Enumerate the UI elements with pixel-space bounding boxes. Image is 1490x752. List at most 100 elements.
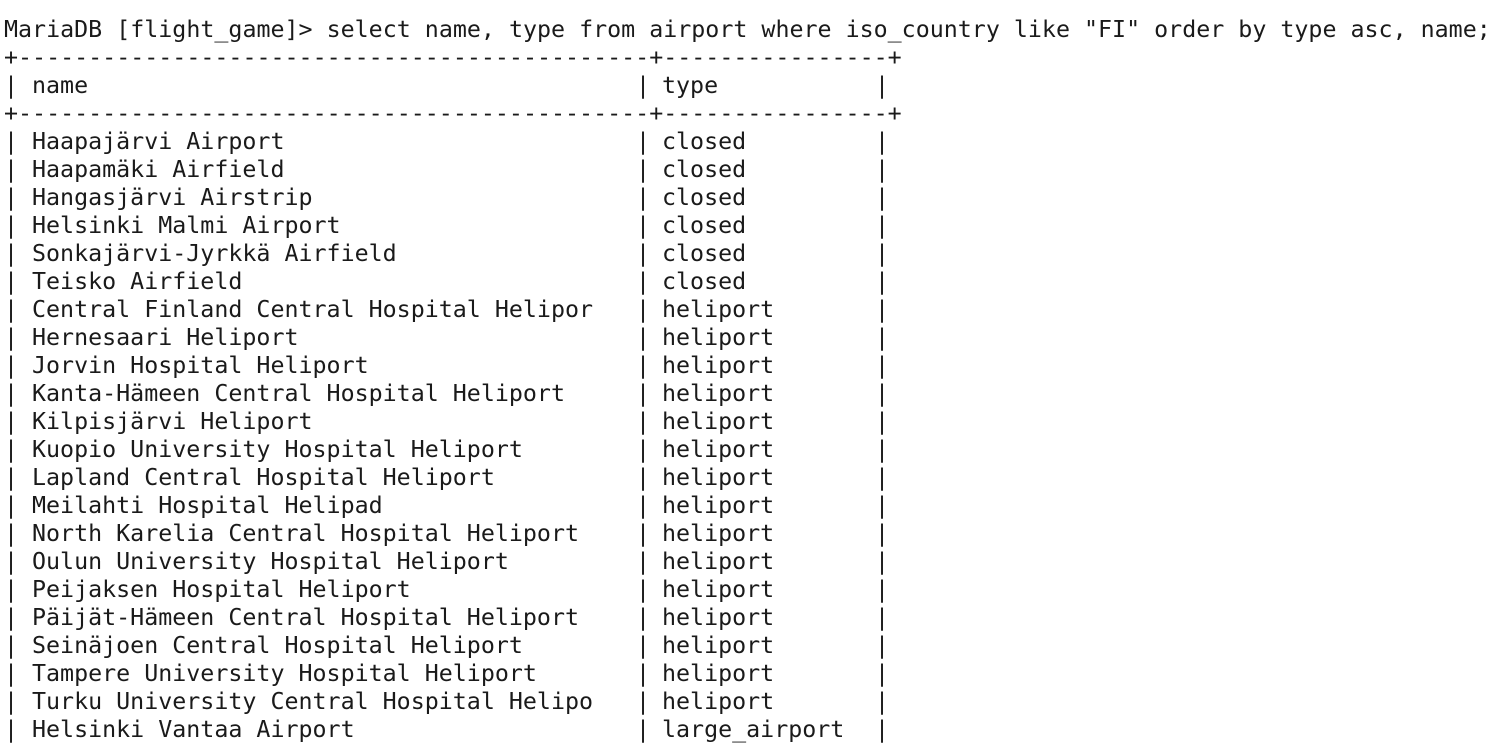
column-divider: | [636,324,651,351]
column-divider: | [875,156,890,183]
column-divider: | [875,632,890,659]
cell-type: heliport [662,380,775,407]
column-divider: | [4,268,19,295]
column-divider: | [4,184,19,211]
column-divider: | [4,128,19,155]
cell-type: heliport [662,492,775,519]
cell-name: Turku University Central Hospital Helipo [32,688,594,715]
column-divider: | [636,128,651,155]
column-divider: | [4,716,19,743]
cell-type: heliport [662,408,775,435]
column-divider: | [875,352,890,379]
cell-type: closed [662,128,747,155]
cell-name: Meilahti Hospital Helipad [32,492,383,519]
column-divider: | [636,268,651,295]
cell-name: Seinäjoen Central Hospital Heliport [32,632,523,659]
cell-type: closed [662,268,747,295]
cell-name: Lapland Central Hospital Heliport [32,464,495,491]
column-divider: | [4,688,19,715]
cell-name: Päijät-Hämeen Central Hospital Heliport [32,604,580,631]
column-divider: | [875,464,890,491]
column-divider: | [636,436,651,463]
cell-type: heliport [662,352,775,379]
cell-type: heliport [662,604,775,631]
cell-name: Jorvin Hospital Heliport [32,352,369,379]
cell-name: Hangasjärvi Airstrip [32,184,313,211]
column-divider: | [636,212,651,239]
cell-type: heliport [662,296,775,323]
cell-name: Central Finland Central Hospital Helipor [32,296,594,323]
cell-name: Oulun University Hospital Heliport [32,548,509,575]
column-divider: | [875,576,890,603]
column-divider: | [875,660,890,687]
column-divider: | [875,380,890,407]
cell-type: closed [662,184,747,211]
column-divider: | [875,212,890,239]
column-divider: | [4,604,19,631]
cell-type: large_airport [662,716,845,743]
column-divider: | [636,632,651,659]
column-divider: | [636,604,651,631]
column-divider: | [4,212,19,239]
column-divider: | [4,156,19,183]
column-divider: | [4,548,19,575]
column-divider: | [636,660,651,687]
column-divider: | [4,660,19,687]
column-divider: | [636,72,651,99]
cell-name: Hernesaari Heliport [32,324,299,351]
column-divider: | [636,184,651,211]
cell-type: heliport [662,324,775,351]
cell-name: Kuopio University Hospital Heliport [32,436,523,463]
cell-type: heliport [662,436,775,463]
cell-type: heliport [662,632,775,659]
column-divider: | [636,576,651,603]
cell-name: Kilpisjärvi Heliport [32,408,313,435]
column-divider: | [875,520,890,547]
column-divider: | [4,632,19,659]
column-divider: | [4,520,19,547]
column-divider: | [4,436,19,463]
cell-type: heliport [662,660,775,687]
cell-name: Teisko Airfield [32,268,243,295]
cell-name: Helsinki Malmi Airport [32,212,341,239]
column-divider: | [875,296,890,323]
column-divider: | [875,436,890,463]
column-divider: | [636,352,651,379]
column-divider: | [636,296,651,323]
column-divider: | [4,352,19,379]
column-divider: | [4,408,19,435]
column-divider: | [875,128,890,155]
cell-type: closed [662,212,747,239]
cell-type: heliport [662,576,775,603]
cell-type: heliport [662,464,775,491]
cell-name: Helsinki Vantaa Airport [32,716,355,743]
column-divider: | [875,324,890,351]
table-top-border: +---------------------------------------… [4,44,902,71]
command-line: MariaDB [flight_game]> select name, type… [4,16,1490,44]
column-divider: | [636,548,651,575]
column-divider: | [4,72,19,99]
column-divider: | [875,604,890,631]
cell-name: Haapajärvi Airport [32,128,285,155]
column-divider: | [875,408,890,435]
cell-name: Peijaksen Hospital Heliport [32,576,411,603]
column-divider: | [4,380,19,407]
column-divider: | [4,324,19,351]
sql-query: select name, type from airport where iso… [326,16,1490,43]
cell-name: Sonkajärvi-Jyrkkä Airfield [32,240,397,267]
column-divider: | [636,716,651,743]
column-divider: | [636,156,651,183]
column-header-name: name [32,72,89,99]
column-divider: | [875,72,890,99]
table-header-border: +---------------------------------------… [4,100,902,127]
column-divider: | [636,380,651,407]
column-divider: | [875,716,890,743]
cell-type: heliport [662,688,775,715]
cell-name: North Karelia Central Hospital Heliport [32,520,580,547]
column-header-type: type [662,72,719,99]
column-divider: | [4,492,19,519]
column-divider: | [875,240,890,267]
column-divider: | [636,240,651,267]
column-divider: | [875,268,890,295]
